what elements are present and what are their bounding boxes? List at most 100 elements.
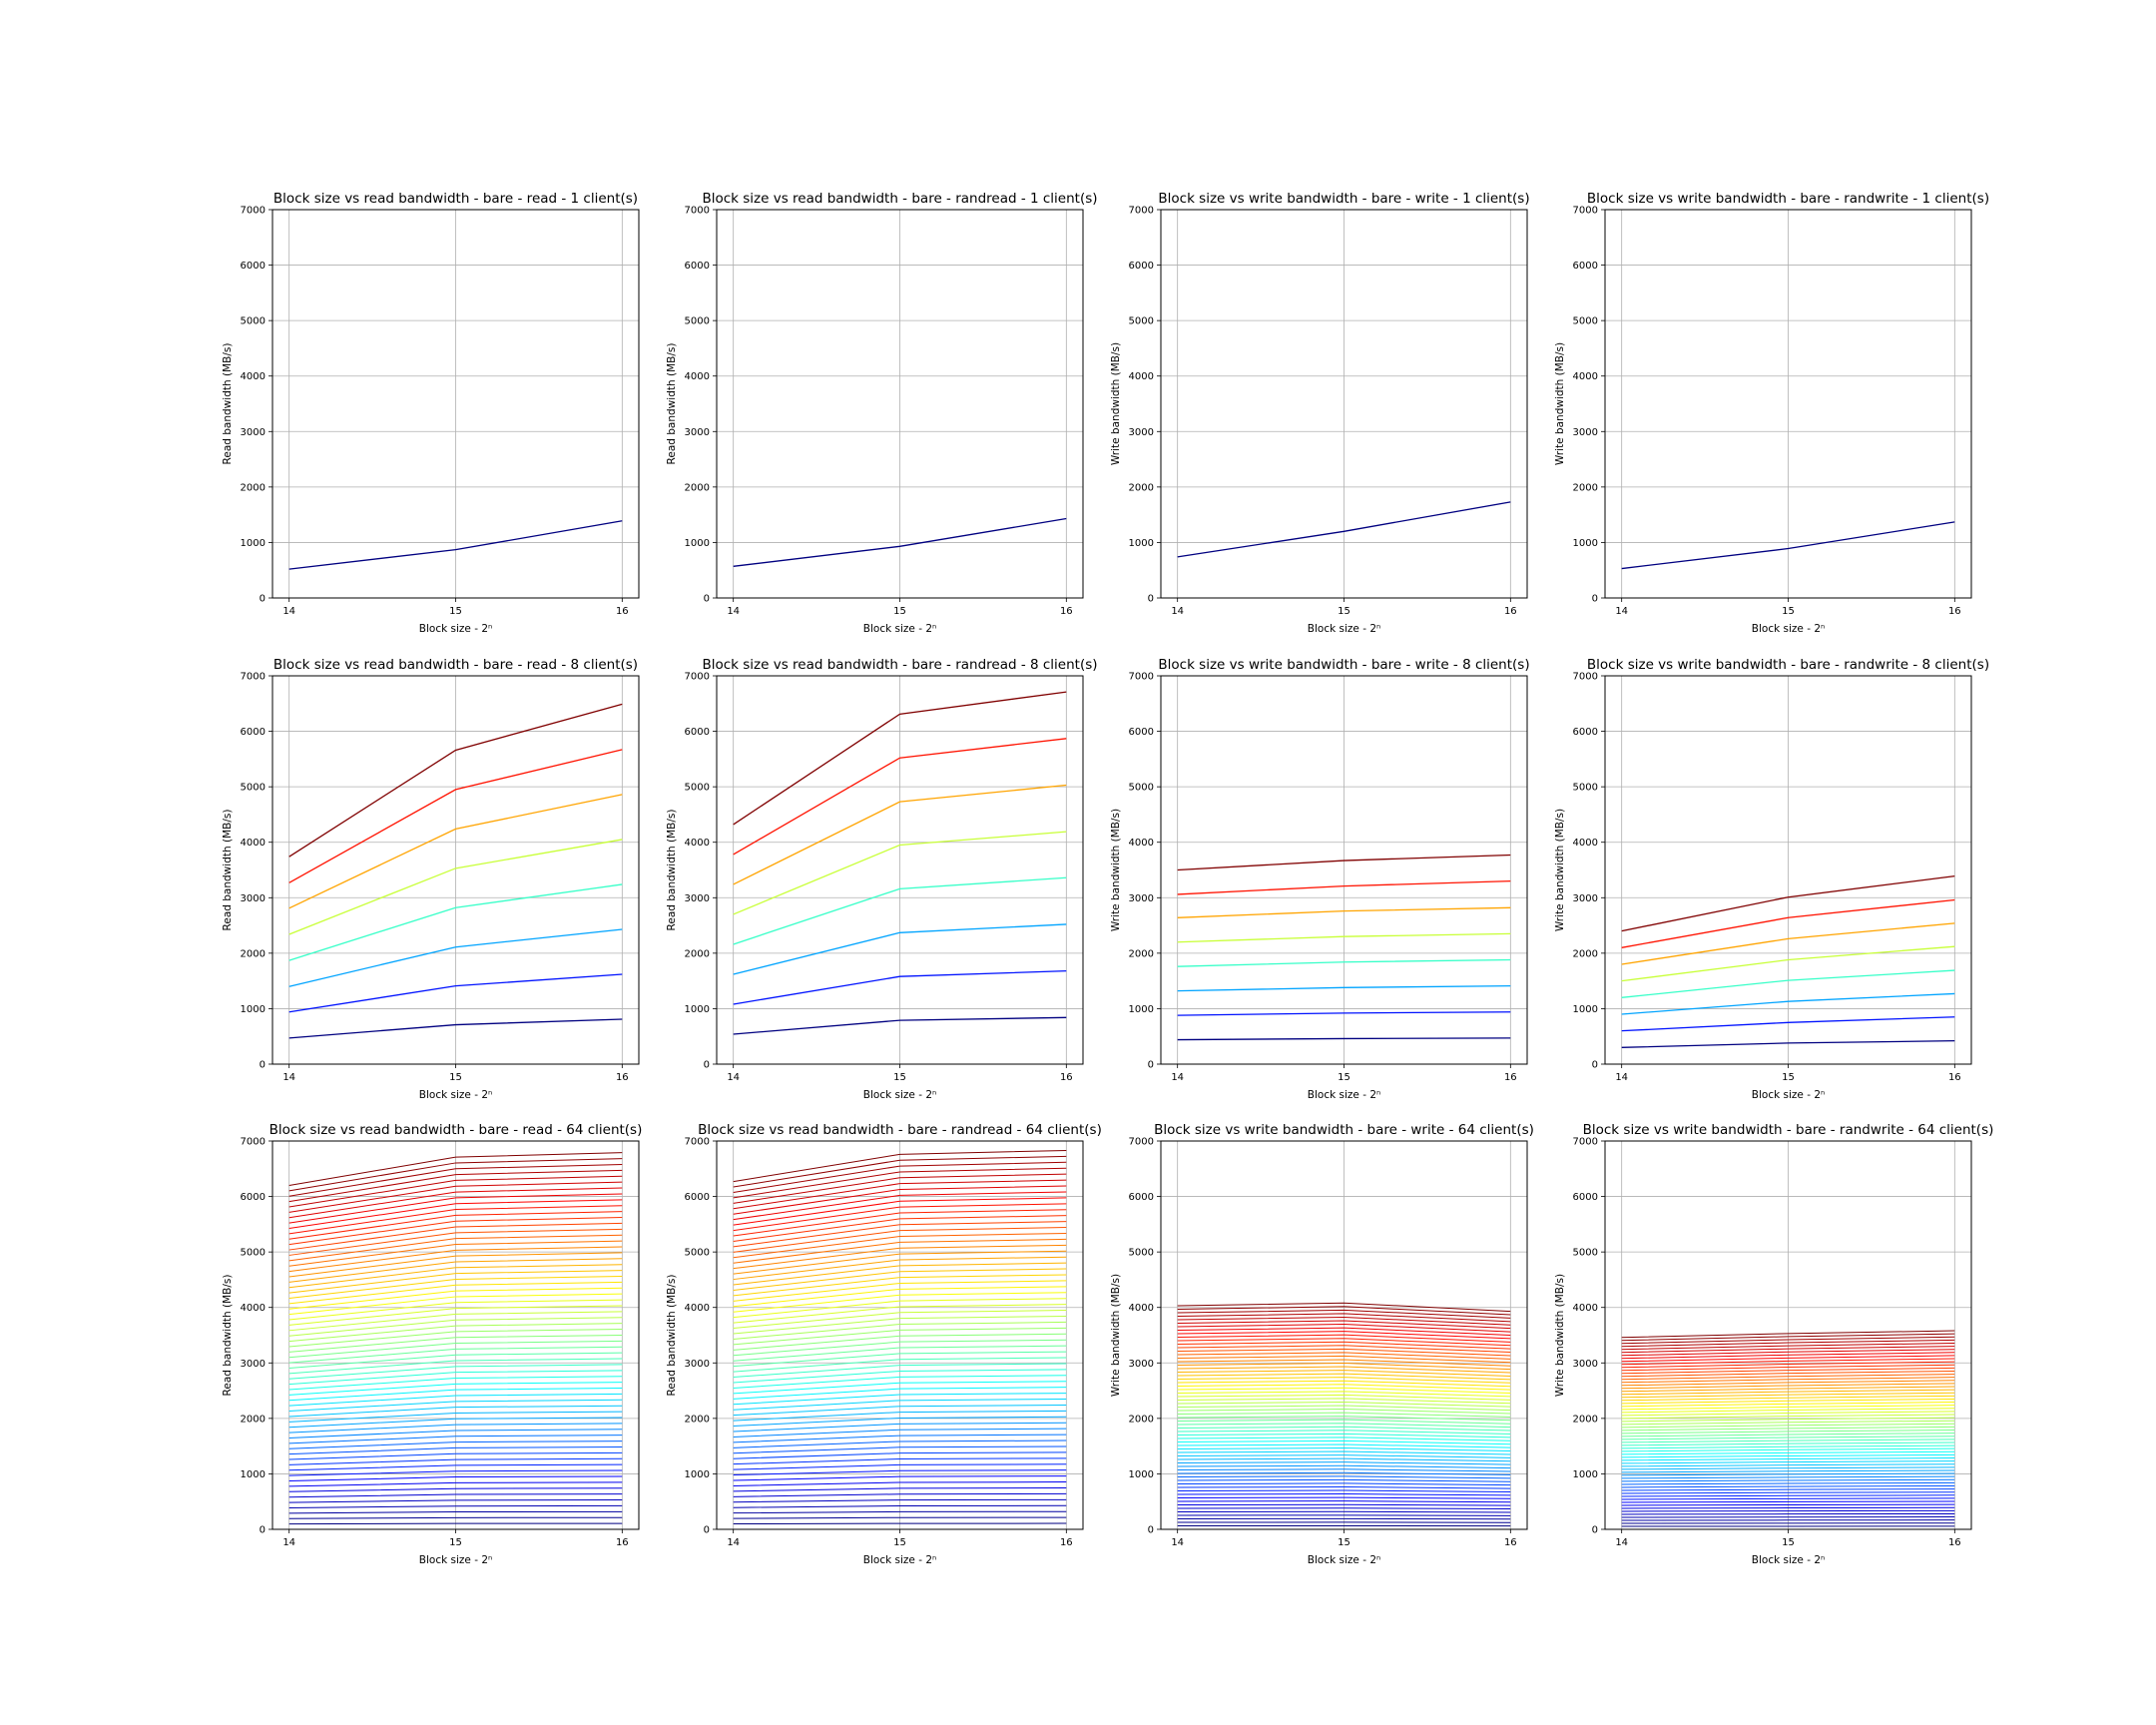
series-line-45 bbox=[1621, 1389, 1955, 1396]
plot-frame bbox=[716, 675, 1084, 1065]
y-tick-label: 2000 bbox=[685, 1414, 710, 1425]
y-axis-label: Read bandwidth (MB/s) bbox=[666, 810, 678, 931]
series-line-51 bbox=[288, 1228, 623, 1256]
chart-title: Block size vs write bandwidth - bare - r… bbox=[1587, 191, 1989, 207]
x-tick-label: 14 bbox=[727, 606, 740, 617]
series-line-55 bbox=[288, 1205, 623, 1235]
series-line-34 bbox=[1621, 1423, 1955, 1429]
y-tick-label: 1000 bbox=[1129, 1469, 1154, 1480]
plot-frame bbox=[271, 1140, 640, 1530]
x-axis-label: Block size - 2ⁿ bbox=[419, 623, 492, 635]
series-line-42 bbox=[288, 1281, 623, 1305]
series-line-53 bbox=[1177, 1341, 1511, 1350]
x-tick-label: 16 bbox=[1504, 1072, 1517, 1083]
y-axis-label: Write bandwidth (MB/s) bbox=[1554, 809, 1566, 931]
series-line-31 bbox=[288, 1346, 623, 1364]
y-tick-label: 5000 bbox=[1129, 1248, 1154, 1259]
series-line-22 bbox=[733, 1399, 1067, 1411]
x-tick-label: 15 bbox=[1782, 606, 1795, 617]
series-line-61 bbox=[733, 1167, 1067, 1199]
y-tick-label: 0 bbox=[1148, 1525, 1154, 1536]
series-line-11 bbox=[1177, 1489, 1511, 1492]
y-tick-label: 0 bbox=[704, 1525, 710, 1536]
x-tick-label: 15 bbox=[893, 1072, 906, 1083]
subplot-9: 0 1000 2000 3000 4000 5000 6000 7000 14 15 16 Block… bbox=[222, 1122, 642, 1566]
series-line-9 bbox=[1621, 1500, 1955, 1503]
series-line-4 bbox=[1177, 958, 1511, 967]
series-line-28 bbox=[733, 1363, 1067, 1379]
y-tick-label: 1000 bbox=[1129, 538, 1154, 549]
subplot-6: 0 1000 2000 3000 4000 5000 6000 7000 14 15 16 Block… bbox=[666, 657, 1098, 1101]
series-line-11 bbox=[733, 1463, 1067, 1470]
series-line-38 bbox=[288, 1305, 623, 1326]
chart-title: Block size vs read bandwidth - bare - ra… bbox=[698, 1122, 1102, 1138]
y-tick-label: 4000 bbox=[1129, 1303, 1154, 1314]
series-line-37 bbox=[733, 1310, 1067, 1330]
series-line-8 bbox=[1177, 854, 1511, 871]
y-axis-label: Write bandwidth (MB/s) bbox=[1110, 342, 1122, 465]
series-line-18 bbox=[1177, 1464, 1511, 1469]
series-line-34 bbox=[1177, 1409, 1511, 1415]
series-line-17 bbox=[733, 1428, 1067, 1438]
series-line-27 bbox=[1621, 1444, 1955, 1449]
series-line-8 bbox=[288, 1481, 623, 1487]
series-line-59 bbox=[288, 1181, 623, 1213]
series-line-8 bbox=[733, 691, 1067, 826]
y-tick-label: 4000 bbox=[1573, 838, 1598, 849]
x-axis-label: Block size - 2ⁿ bbox=[419, 1089, 492, 1101]
series-line-42 bbox=[1621, 1398, 1955, 1405]
series-line-53 bbox=[288, 1217, 623, 1246]
series-line-61 bbox=[1177, 1313, 1511, 1323]
chart-title: Block size vs read bandwidth - bare - re… bbox=[273, 191, 638, 207]
y-tick-label: 2000 bbox=[1129, 948, 1154, 959]
series-line-4 bbox=[288, 883, 623, 961]
series-line-39 bbox=[288, 1299, 623, 1321]
y-tick-label: 0 bbox=[1592, 1060, 1598, 1071]
series-line-1 bbox=[733, 1016, 1067, 1035]
series-line-5 bbox=[733, 831, 1067, 915]
series-line-2 bbox=[1621, 1016, 1955, 1032]
x-tick-label: 14 bbox=[727, 1072, 740, 1083]
series-line-50 bbox=[1621, 1374, 1955, 1381]
chart-title: Block size vs write bandwidth - bare - w… bbox=[1158, 657, 1529, 673]
series-line-38 bbox=[733, 1304, 1067, 1324]
series-line-52 bbox=[1621, 1367, 1955, 1375]
plot-frame bbox=[271, 675, 640, 1065]
x-tick-label: 16 bbox=[1060, 1072, 1073, 1083]
y-tick-label: 3000 bbox=[241, 427, 266, 438]
plot-frame bbox=[716, 1140, 1084, 1530]
series-line-33 bbox=[733, 1333, 1067, 1351]
y-axis-label: Read bandwidth (MB/s) bbox=[222, 1275, 234, 1397]
series-line-32 bbox=[288, 1340, 623, 1359]
series-line-17 bbox=[1621, 1475, 1955, 1479]
x-tick-label: 16 bbox=[1948, 1072, 1961, 1083]
series-line-5 bbox=[733, 1498, 1067, 1503]
series-line-19 bbox=[1177, 1461, 1511, 1465]
y-tick-label: 1000 bbox=[241, 1469, 266, 1480]
series-line-49 bbox=[288, 1240, 623, 1267]
x-axis-label: Block size - 2ⁿ bbox=[1308, 1089, 1380, 1101]
series-line-14 bbox=[1621, 1484, 1955, 1488]
series-line-13 bbox=[1177, 1482, 1511, 1486]
y-tick-label: 4000 bbox=[1573, 1303, 1598, 1314]
y-tick-label: 7000 bbox=[1129, 1137, 1154, 1148]
x-axis-label: Block size - 2ⁿ bbox=[1752, 623, 1825, 635]
series-line-63 bbox=[288, 1158, 623, 1192]
series-line-64 bbox=[1621, 1330, 1955, 1339]
y-tick-label: 0 bbox=[1148, 1060, 1154, 1071]
series-line-34 bbox=[733, 1327, 1067, 1346]
y-tick-label: 4000 bbox=[1129, 371, 1154, 382]
series-line-64 bbox=[733, 1149, 1067, 1183]
series-line-15 bbox=[1621, 1481, 1955, 1485]
series-line-9 bbox=[288, 1475, 623, 1482]
series-line-56 bbox=[1621, 1355, 1955, 1363]
x-tick-label: 14 bbox=[727, 1537, 740, 1548]
series-line-43 bbox=[288, 1275, 623, 1300]
series-line-57 bbox=[288, 1193, 623, 1224]
series-line-60 bbox=[1177, 1316, 1511, 1326]
series-line-25 bbox=[288, 1382, 623, 1396]
series-line-55 bbox=[1621, 1358, 1955, 1366]
series-line-1 bbox=[288, 1018, 623, 1039]
x-tick-label: 14 bbox=[1615, 1537, 1628, 1548]
series-line-26 bbox=[1177, 1437, 1511, 1441]
